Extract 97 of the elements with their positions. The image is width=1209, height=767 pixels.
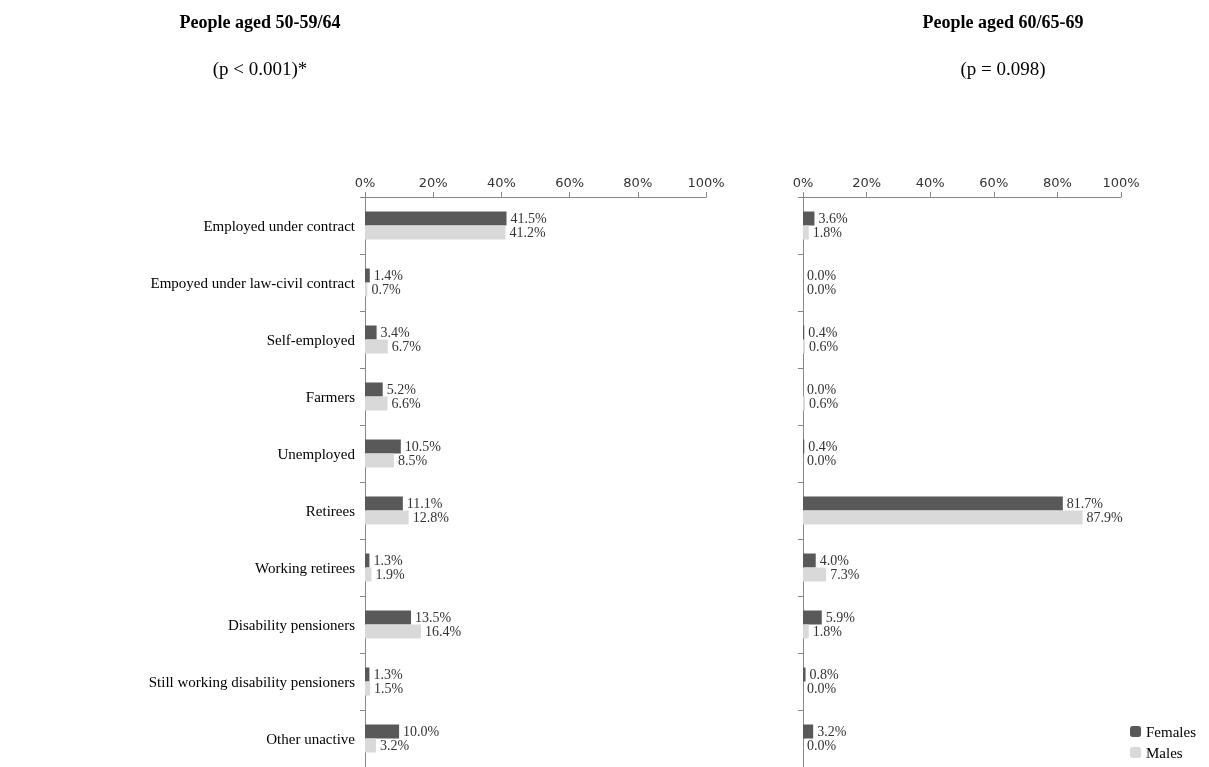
bar [803, 667, 806, 682]
bar [365, 382, 383, 397]
data-label: 6.6% [391, 396, 422, 411]
chart-subtitle: (p = 0.098) [960, 58, 1046, 80]
bar [803, 211, 815, 226]
bar [803, 724, 814, 739]
data-label: 0.0% [807, 738, 837, 753]
data-label: 5.9% [825, 610, 856, 625]
bar [365, 325, 377, 340]
legend-label: Females [1146, 723, 1197, 740]
x-tick-label: 80% [623, 175, 653, 190]
data-label: 6.7% [391, 339, 422, 354]
data-label: 5.2% [386, 382, 417, 397]
chart-subtitle: (p < 0.001)* [212, 58, 308, 80]
bar [803, 225, 809, 240]
y-tick-label: Other unactive [266, 730, 356, 747]
y-tick-label: Disability pensioners [227, 616, 356, 633]
data-label: 41.2% [509, 225, 546, 240]
x-tick-label: 20% [852, 175, 882, 190]
data-label: 1.8% [812, 624, 843, 639]
bar [803, 567, 827, 582]
data-label: 7.3% [830, 567, 860, 582]
y-tick-label: Retirees [305, 502, 356, 519]
data-label: 0.6% [808, 396, 839, 411]
data-label: 4.0% [819, 553, 850, 568]
y-tick-label: Unemployed [277, 445, 356, 462]
data-label: 3.6% [818, 211, 848, 226]
data-label: 8.5% [397, 453, 428, 468]
data-label: 0.6% [808, 339, 839, 354]
bar [365, 553, 370, 568]
bar [365, 724, 400, 739]
data-label: 0.8% [809, 667, 840, 682]
bar [365, 738, 376, 753]
bar [365, 453, 394, 468]
x-tick-label: 40% [915, 175, 945, 190]
legend-label: Males [1146, 744, 1183, 761]
x-tick-label: 0% [354, 175, 376, 190]
data-label: 0.0% [807, 282, 837, 297]
data-label: 10.0% [403, 724, 440, 739]
data-label: 1.3% [373, 667, 403, 682]
x-tick-label: 100% [1102, 175, 1140, 190]
data-label: 1.8% [812, 225, 843, 240]
y-tick-label: Working retirees [254, 559, 356, 576]
data-label: 1.4% [373, 268, 404, 283]
data-label: 0.4% [808, 325, 838, 340]
bar [803, 553, 816, 568]
data-label: 3.2% [817, 724, 847, 739]
y-tick-label: Farmers [305, 388, 356, 405]
x-tick-label: 60% [979, 175, 1009, 190]
data-label: 0.0% [807, 453, 837, 468]
x-tick-label: 40% [486, 175, 516, 190]
bar [365, 439, 401, 454]
data-label: 1.3% [373, 553, 403, 568]
data-label: 12.8% [412, 510, 450, 525]
data-label: 0.0% [807, 268, 837, 283]
data-label: 0.0% [807, 382, 837, 397]
data-label: 0.4% [808, 439, 838, 454]
bar [803, 510, 1083, 525]
data-label: 10.5% [404, 439, 442, 454]
bar [365, 268, 370, 283]
data-label: 16.4% [424, 624, 462, 639]
bar [365, 667, 370, 682]
bar [803, 496, 1063, 511]
x-tick-label: 60% [555, 175, 585, 190]
data-label: 1.9% [375, 567, 405, 582]
x-tick-label: 80% [1042, 175, 1072, 190]
chart-title: People aged 60/65-69 [922, 12, 1084, 32]
y-tick-label: Employed under contract [203, 217, 356, 234]
y-tick-label: Still working disability pensioners [148, 673, 356, 690]
data-label: 13.5% [415, 610, 452, 625]
bar [365, 567, 372, 582]
data-label: 0.7% [371, 282, 401, 297]
bar [365, 225, 506, 240]
data-label: 1.5% [374, 681, 404, 696]
x-tick-label: 20% [418, 175, 448, 190]
bar [365, 396, 388, 411]
bar [365, 339, 388, 354]
data-label: 3.2% [379, 738, 410, 753]
data-label: 41.5% [510, 211, 548, 226]
x-tick-label: 100% [687, 175, 725, 190]
bar [365, 624, 421, 639]
data-label: 11.1% [406, 496, 443, 511]
y-tick-label: Empoyed under law-civil contract [150, 274, 356, 291]
chart-title: People aged 50-59/64 [179, 12, 341, 32]
data-label: 3.4% [380, 325, 411, 340]
bar [365, 681, 371, 696]
bar [803, 610, 822, 625]
bar [365, 510, 409, 525]
data-label: 0.0% [807, 681, 837, 696]
data-label: 87.9% [1086, 510, 1124, 525]
bar [803, 624, 809, 639]
data-label: 81.7% [1066, 496, 1104, 511]
bar [365, 610, 412, 625]
bar [365, 211, 507, 226]
y-tick-label: Self-employed [266, 331, 356, 348]
bar [365, 496, 403, 511]
x-tick-label: 0% [792, 175, 814, 190]
